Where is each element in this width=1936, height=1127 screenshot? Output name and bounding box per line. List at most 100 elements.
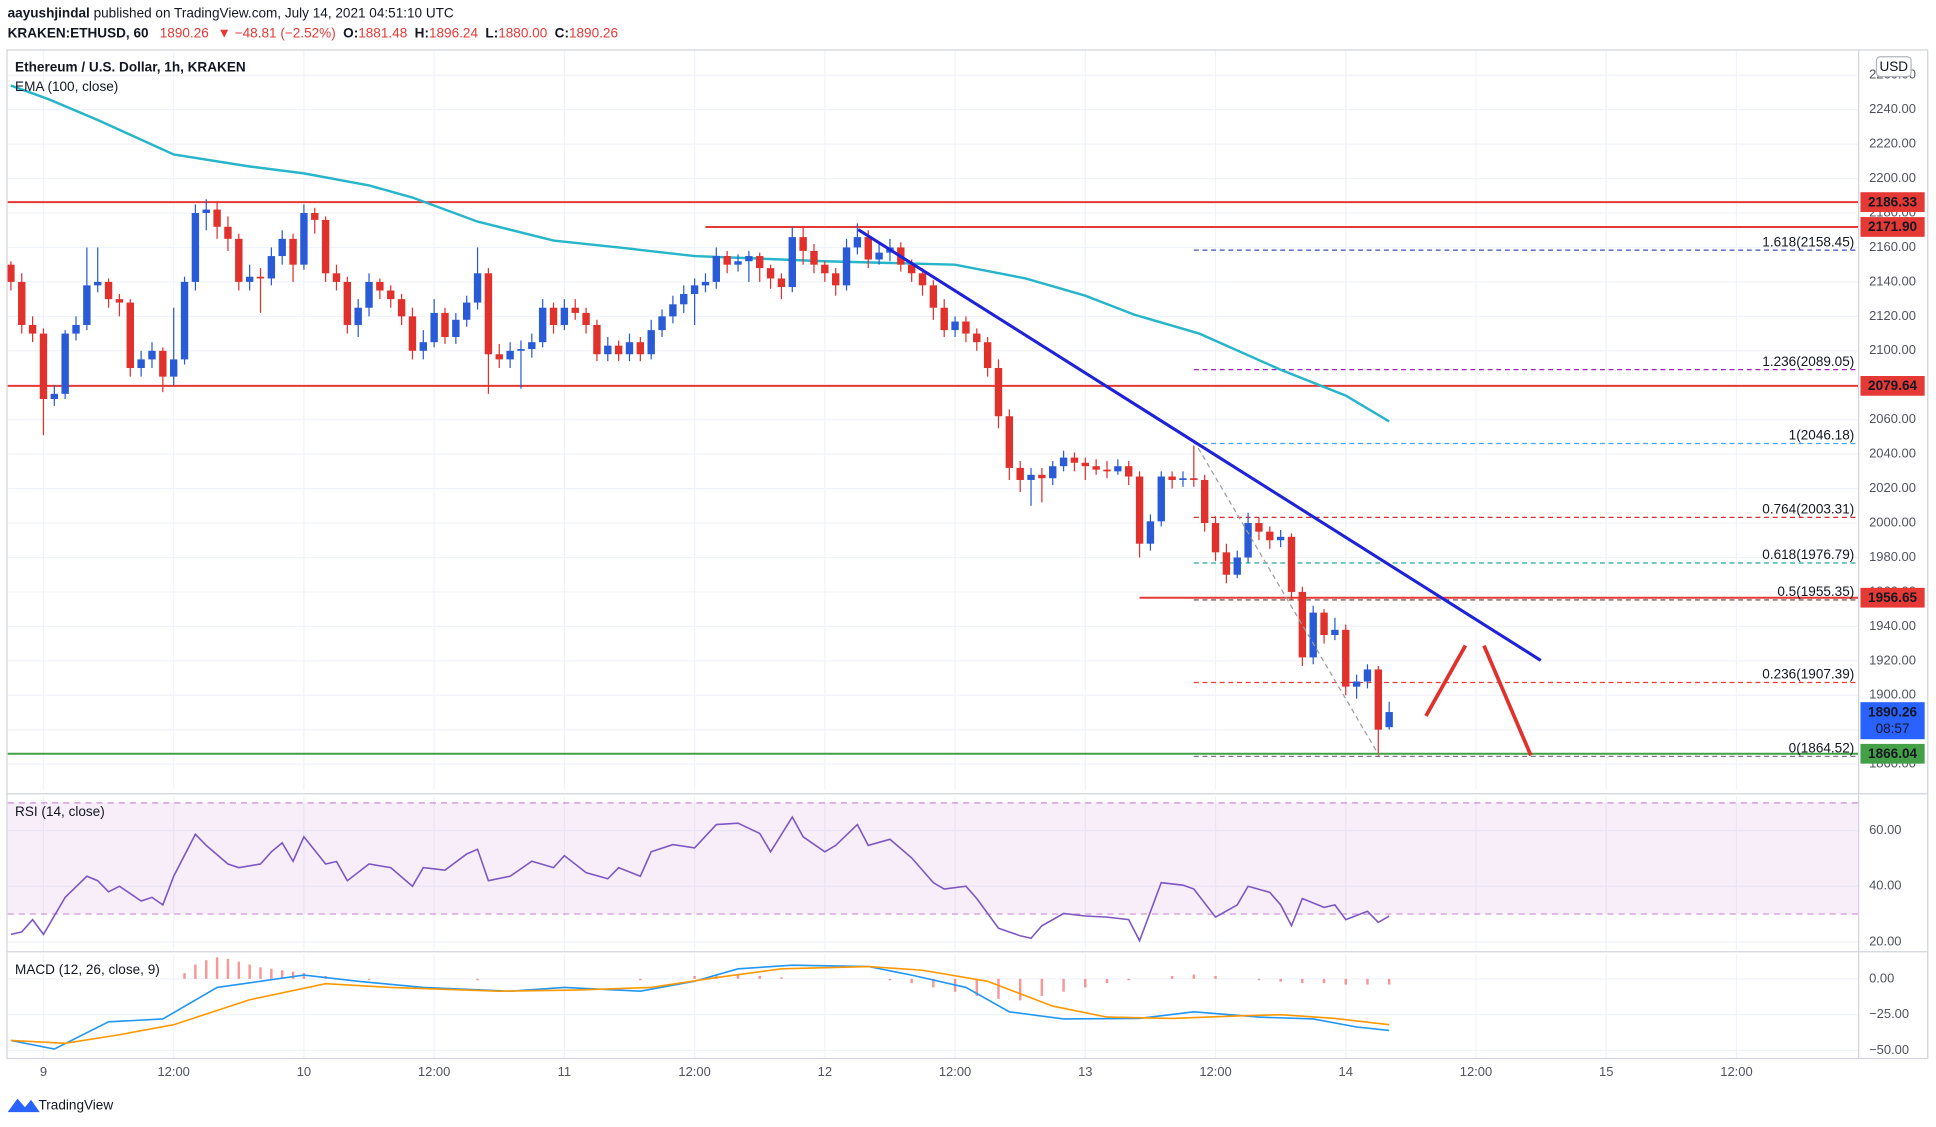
current-price-label: 1890.26 — [1868, 704, 1917, 719]
price-tag-label: 1866.04 — [1868, 746, 1917, 761]
y-tick-label: −25.00 — [1869, 1006, 1909, 1021]
quote-value: 1880.00 — [498, 25, 547, 40]
header-line: aayushjindal published on TradingView.co… — [8, 5, 454, 20]
candle-body — [1309, 612, 1317, 658]
quote-key: H: — [415, 25, 429, 40]
candle-body — [962, 321, 970, 334]
candle-body — [517, 349, 525, 351]
quote-value: 1896.24 — [429, 25, 478, 40]
rsi-line — [10, 815, 1390, 943]
candle-body — [1331, 629, 1339, 635]
candle-body — [712, 256, 721, 282]
candle-body — [821, 264, 829, 274]
currency-box[interactable] — [1875, 56, 1912, 78]
fib-label: 1.618(2158.45) — [1762, 234, 1854, 249]
candle-body — [7, 264, 15, 282]
candle-body — [1038, 474, 1046, 479]
candle-body — [115, 299, 124, 303]
candle-body — [1363, 669, 1372, 682]
y-tick-label: 0.00 — [1869, 970, 1894, 985]
candle-body — [256, 276, 265, 279]
candle-body — [1125, 466, 1133, 477]
x-tick-label: 12:00 — [1720, 1064, 1752, 1079]
candle-body — [1135, 476, 1144, 544]
author: aayushjindal — [8, 5, 90, 20]
y-tick-label: 20.00 — [1869, 933, 1901, 948]
price-tag-label: 2171.90 — [1868, 219, 1917, 234]
candle-body — [148, 350, 156, 360]
candle-body — [495, 354, 503, 360]
candle-body — [1276, 536, 1285, 541]
candle-body — [1385, 712, 1393, 728]
candle-body — [332, 273, 341, 282]
fib-label: 0.236(1907.39) — [1762, 667, 1854, 682]
candle-body — [788, 237, 796, 288]
candle-body — [50, 393, 59, 400]
candle-body — [1233, 557, 1241, 575]
y-tick-label: 1980.00 — [1869, 549, 1916, 564]
macd-line — [10, 964, 1390, 1050]
candle-body — [104, 281, 113, 300]
candle-body — [39, 333, 48, 400]
candle-body — [538, 307, 547, 343]
candle-body — [289, 238, 297, 265]
candle-body — [756, 256, 764, 269]
candle-body — [1266, 531, 1274, 541]
candle-body — [376, 281, 384, 291]
y-tick-label: 60.00 — [1869, 822, 1901, 837]
brand: TradingView — [7, 1098, 113, 1113]
candle-body — [245, 276, 254, 282]
rsi-legend: RSI (14, close) — [15, 804, 105, 819]
fib-label: 0.764(2003.31) — [1762, 502, 1854, 517]
trend-line — [857, 228, 1542, 662]
published: published on TradingView.com, July 14, 2… — [94, 5, 454, 20]
fib-label: 0.5(1955.35) — [1777, 584, 1854, 599]
x-tick-label: 12:00 — [678, 1064, 710, 1079]
candle-body — [1211, 523, 1220, 553]
y-tick-label: 2200.00 — [1869, 170, 1916, 185]
price-tag-label: 2079.64 — [1868, 378, 1917, 393]
candle-body — [647, 330, 655, 355]
candle-body — [625, 342, 634, 355]
price-tag — [1860, 743, 1925, 764]
candle-body — [137, 359, 145, 369]
candle-body — [658, 316, 666, 331]
candle-body — [484, 273, 493, 355]
ema-line — [10, 84, 1390, 423]
fib-label: 1(2046.18) — [1789, 428, 1855, 443]
macd-line — [10, 965, 1390, 1045]
candle-body — [582, 312, 590, 325]
candle-body — [202, 209, 210, 214]
x-tick-label: 12:00 — [1199, 1064, 1231, 1079]
y-tick-label: 2020.00 — [1869, 480, 1916, 495]
candle-body — [994, 368, 1003, 417]
candle-body — [940, 307, 948, 331]
candle-body — [604, 345, 612, 355]
candle-body — [1244, 523, 1252, 558]
candle-body — [1049, 466, 1057, 479]
candle-body — [690, 285, 699, 294]
rsi-band — [7, 802, 1858, 915]
candle-body — [387, 290, 395, 300]
candle-body — [278, 238, 286, 257]
candle-body — [1342, 629, 1350, 687]
candle-body — [419, 342, 427, 351]
candle-body — [1059, 457, 1068, 467]
candle-body — [1320, 612, 1328, 635]
price-tag — [1860, 192, 1925, 212]
price-tag — [1860, 375, 1925, 396]
candle-body — [1222, 552, 1231, 575]
candle-body — [799, 237, 807, 251]
candle-body — [1200, 479, 1209, 524]
y-tick-label: 2000.00 — [1869, 514, 1916, 529]
symbol: KRAKEN:ETHUSD, 60 — [8, 25, 149, 40]
candle-body — [766, 268, 775, 279]
fib-trend-line — [1193, 440, 1380, 756]
candle-body — [593, 324, 601, 355]
candle-body — [777, 278, 786, 288]
fib-label: 0(1864.52) — [1789, 741, 1855, 756]
current-price-tag — [1860, 702, 1925, 740]
change: ▼ −48.81 (−2.52%) — [218, 25, 336, 40]
y-tick-label: 2120.00 — [1869, 308, 1916, 323]
candle-body — [1016, 467, 1024, 480]
